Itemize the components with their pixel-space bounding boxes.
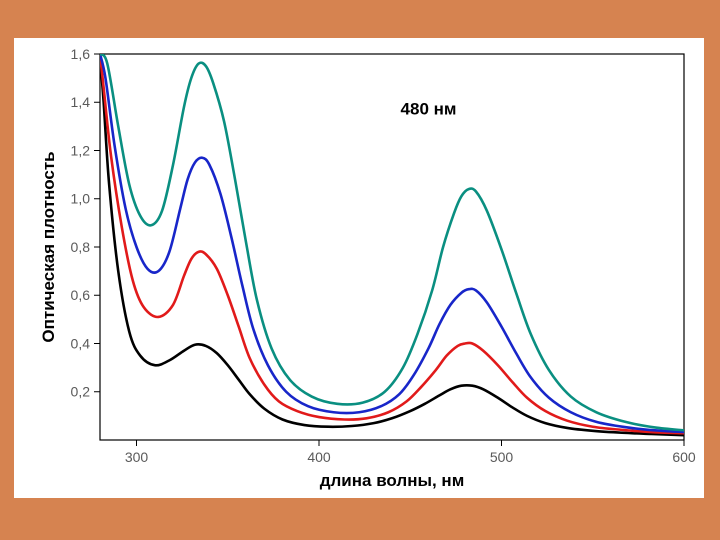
y-tick-label: 1,2 (71, 142, 91, 158)
peak-annotation: 480 нм (401, 99, 457, 118)
series-group (100, 54, 684, 435)
series-teal (100, 54, 684, 430)
x-tick-label: 600 (672, 449, 696, 465)
x-tick-label: 300 (125, 449, 149, 465)
chart-panel: 300 400 500 600 0,2 0,4 0,6 0,8 1,0 1,2 1,4 1,6 длин… (14, 38, 704, 498)
y-tick-label: 0,4 (71, 335, 91, 351)
y-tick-label: 0,8 (71, 239, 91, 255)
y-tick-label: 1,6 (71, 46, 91, 62)
y-axis-title: Оптическая плотность (39, 151, 58, 342)
x-tick-label: 400 (307, 449, 331, 465)
x-tick-label: 500 (490, 449, 514, 465)
y-tick-label: 1,4 (71, 94, 91, 110)
chart-svg: 300 400 500 600 0,2 0,4 0,6 0,8 1,0 1,2 1,4 1,6 длин… (14, 38, 704, 498)
x-axis-title: длина волны, нм (320, 471, 465, 490)
page-frame: 300 400 500 600 0,2 0,4 0,6 0,8 1,0 1,2 1,4 1,6 длин… (0, 0, 720, 540)
y-tick-label: 0,6 (71, 287, 91, 303)
series-black (100, 54, 684, 435)
y-tick-label: 0,2 (71, 384, 91, 400)
y-tick-label: 1,0 (71, 191, 91, 207)
series-blue (100, 54, 684, 432)
series-red (100, 54, 684, 433)
